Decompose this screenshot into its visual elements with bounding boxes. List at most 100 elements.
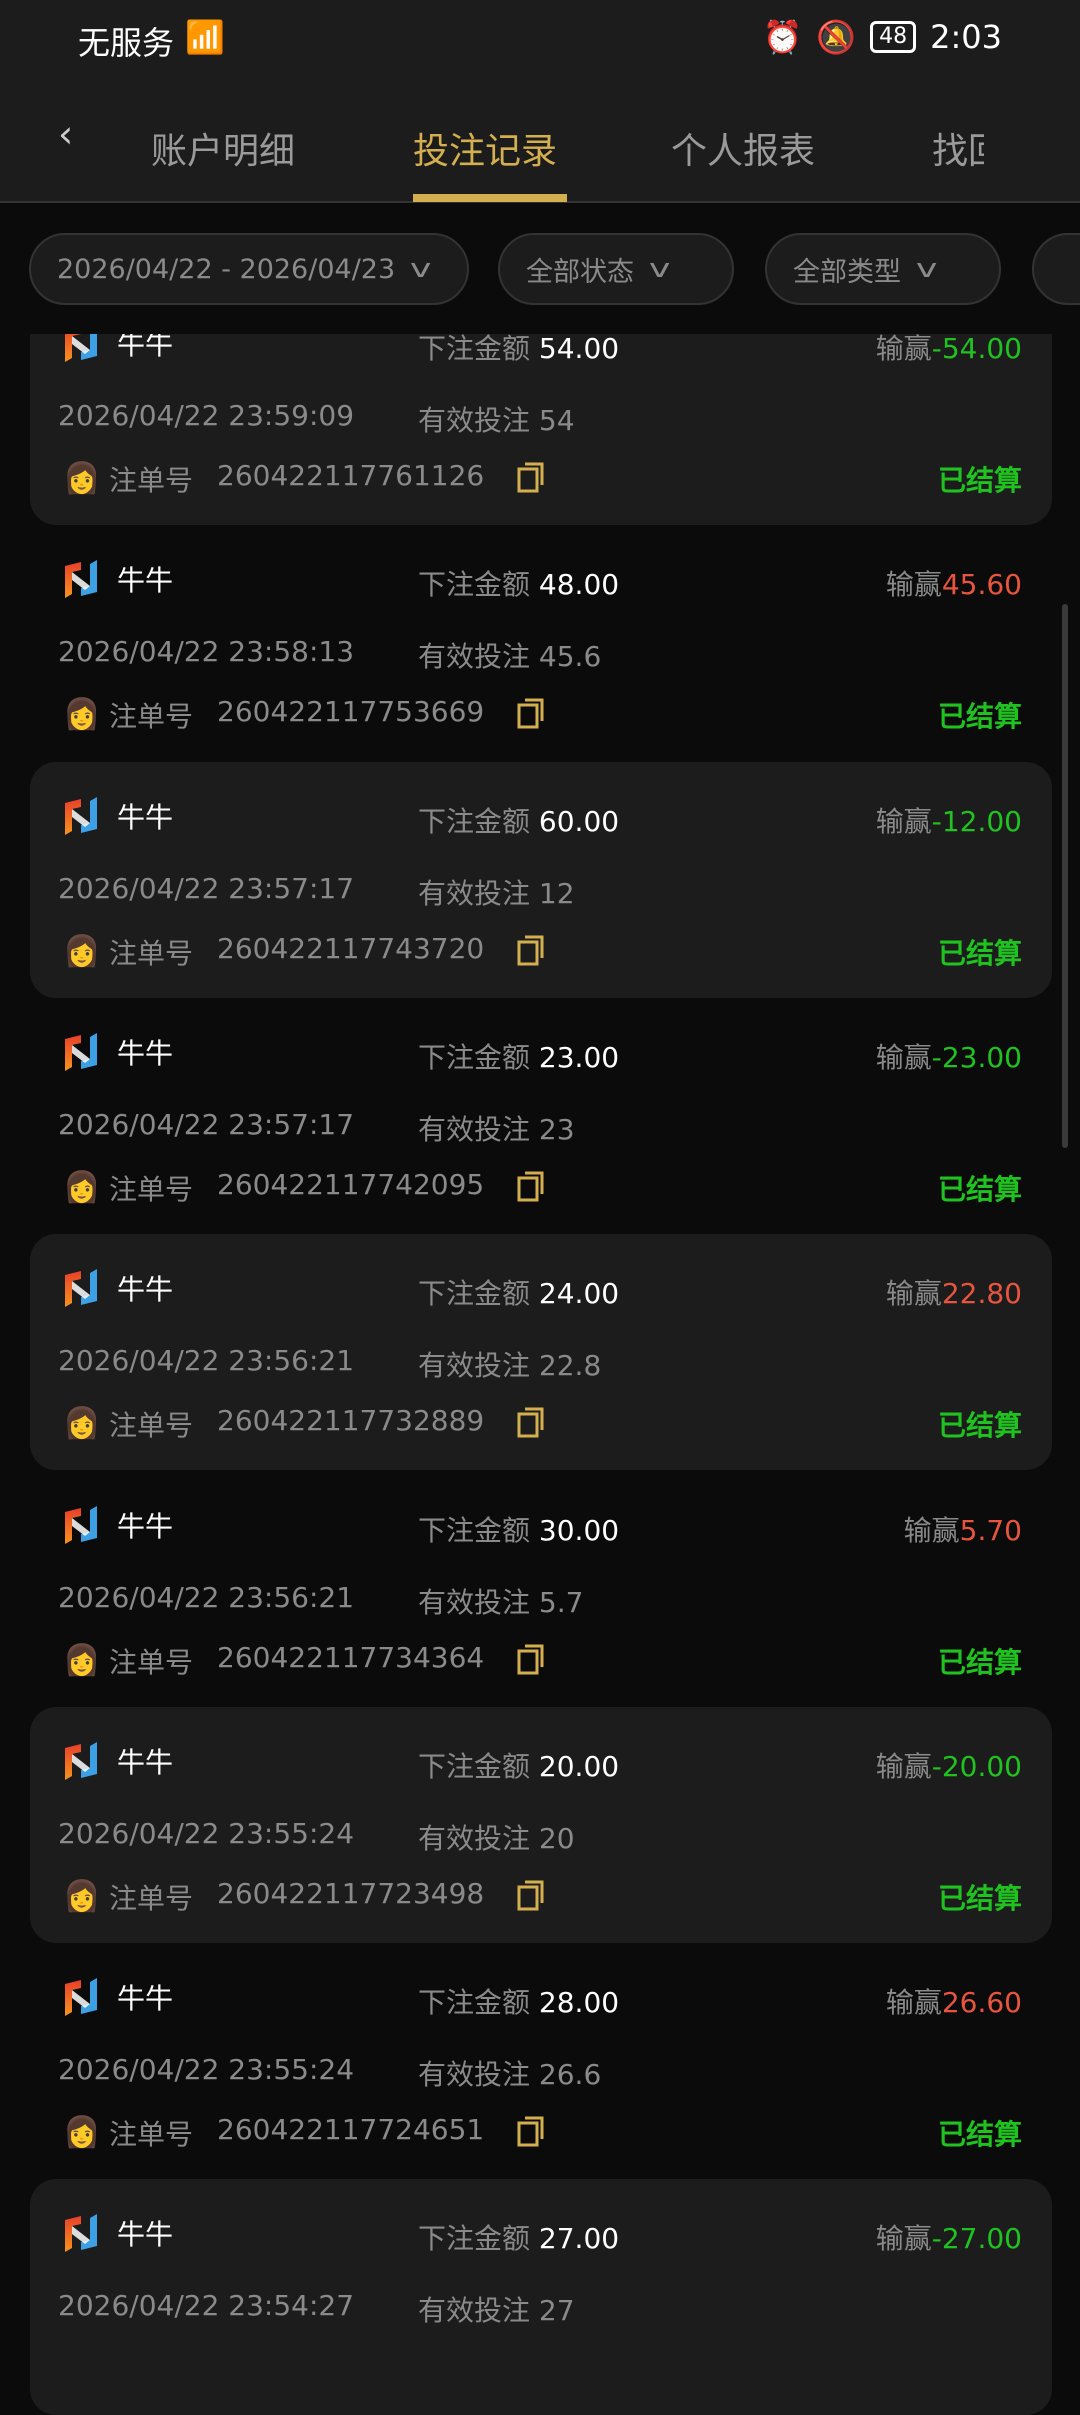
valid-bet-value: 23 bbox=[538, 1112, 575, 1146]
copy-icon[interactable] bbox=[517, 1406, 545, 1438]
bet-record-card[interactable]: 牛牛 下注金额 23.00 输赢-23.00 2026/04/22 23:57:… bbox=[30, 998, 1052, 1234]
win-loss-label: 输赢 bbox=[903, 1513, 960, 1547]
bet-time: 2026/04/22 23:56:21 bbox=[58, 1580, 355, 1614]
bet-time: 2026/04/22 23:58:13 bbox=[58, 635, 355, 669]
order-no-label: 注单号 bbox=[109, 2118, 194, 2152]
bet-amount-label: 下注金额 bbox=[418, 2222, 531, 2256]
game-name: 牛牛 bbox=[117, 800, 174, 834]
tab-personal-report[interactable]: 个人报表 bbox=[671, 131, 816, 172]
win-loss: 输赢22.80 bbox=[886, 1272, 1022, 1312]
type-filter[interactable]: 全部类型 v bbox=[765, 233, 1001, 305]
copy-icon[interactable] bbox=[517, 461, 545, 493]
order-no-label: 注单号 bbox=[109, 1881, 194, 1915]
valid-bet: 有效投注 45.6 bbox=[418, 635, 601, 675]
status-badge: 已结算 bbox=[937, 464, 1022, 497]
chevron-down-icon: v bbox=[410, 254, 432, 284]
bet-record-card[interactable]: 牛牛 下注金额 60.00 输赢-12.00 2026/04/22 23:57:… bbox=[30, 761, 1052, 998]
tab-account-details[interactable]: 账户明细 bbox=[151, 131, 296, 172]
game-logo-icon bbox=[63, 1504, 99, 1546]
scrollbar[interactable] bbox=[1062, 604, 1068, 1148]
bet-amount-label: 下注金额 bbox=[418, 332, 531, 365]
copy-icon[interactable] bbox=[517, 1879, 545, 1911]
status-badge: 已结算 bbox=[937, 1172, 1022, 1206]
bet-record-card[interactable]: 牛牛 下注金额 54.00 输赢-54.00 2026/04/22 23:59:… bbox=[30, 289, 1052, 525]
date-range-filter[interactable]: 2026/04/22 - 2026/04/23 v bbox=[29, 233, 469, 305]
chevron-down-icon: v bbox=[648, 254, 671, 284]
tab-bet-records[interactable]: 投注记录 bbox=[413, 131, 558, 172]
win-loss-value: -12.00 bbox=[931, 804, 1022, 838]
bet-amount-value: 27.00 bbox=[538, 2222, 620, 2256]
bet-amount-label: 下注金额 bbox=[418, 1277, 531, 1311]
game-name: 牛牛 bbox=[117, 1036, 174, 1070]
dealer-avatar-icon: 👩 bbox=[63, 461, 101, 496]
bet-amount: 下注金额 54.00 bbox=[418, 327, 619, 367]
copy-icon[interactable] bbox=[517, 2115, 545, 2147]
status-bar: 无服务 📶 ⏰ 🔕 48 2:03 bbox=[0, 14, 1080, 64]
bet-amount: 下注金额 30.00 bbox=[418, 1509, 619, 1549]
type-filter-value: 全部类型 bbox=[793, 256, 901, 288]
valid-bet: 有效投注 54 bbox=[418, 399, 575, 439]
wifi-icon: 📶 bbox=[185, 18, 225, 56]
bet-amount: 下注金额 23.00 bbox=[418, 1036, 619, 1076]
valid-bet-label: 有效投注 bbox=[418, 1349, 531, 1383]
win-loss-value: 5.70 bbox=[959, 1513, 1022, 1547]
order-no-value: 260422117761126 bbox=[217, 459, 485, 492]
win-loss: 输赢-23.00 bbox=[876, 1036, 1022, 1076]
order-no-value: 260422117734364 bbox=[217, 1640, 485, 1674]
valid-bet-label: 有效投注 bbox=[418, 640, 531, 674]
game-name: 牛牛 bbox=[117, 1509, 174, 1543]
bet-amount-value: 28.00 bbox=[538, 1986, 620, 2020]
tab-recover[interactable]: 找回 bbox=[932, 131, 984, 172]
carrier-text: 无服务 bbox=[78, 24, 175, 62]
win-loss-label: 输赢 bbox=[875, 2222, 932, 2256]
win-loss-label: 输赢 bbox=[885, 1277, 942, 1311]
game-name: 牛牛 bbox=[117, 1273, 174, 1307]
game-logo-icon bbox=[63, 1267, 99, 1309]
bet-record-card[interactable]: 牛牛 下注金额 48.00 输赢45.60 2026/04/22 23:58:1… bbox=[30, 525, 1052, 761]
valid-bet: 有效投注 5.7 bbox=[418, 1581, 583, 1621]
game-name: 牛牛 bbox=[117, 1982, 174, 2016]
dealer-avatar-icon: 👩 bbox=[63, 1169, 101, 1205]
valid-bet-value: 22.8 bbox=[538, 1349, 602, 1383]
filter-bar: 2026/04/22 - 2026/04/23 v 全部状态 v 全部类型 v bbox=[0, 205, 1080, 334]
copy-icon[interactable] bbox=[517, 697, 545, 729]
valid-bet-value: 26.6 bbox=[538, 2058, 602, 2092]
status-badge: 已结算 bbox=[937, 936, 1022, 970]
order-no-label: 注单号 bbox=[109, 700, 194, 734]
status-filter[interactable]: 全部状态 v bbox=[498, 233, 734, 305]
valid-bet-value: 27 bbox=[538, 2294, 575, 2328]
copy-icon[interactable] bbox=[517, 934, 545, 966]
bet-record-card[interactable]: 牛牛 下注金额 27.00 输赢-27.00 2026/04/22 23:54:… bbox=[30, 2179, 1052, 2415]
valid-bet-label: 有效投注 bbox=[418, 2058, 531, 2092]
bet-amount-label: 下注金额 bbox=[418, 1749, 531, 1783]
game-name: 牛牛 bbox=[117, 2218, 174, 2252]
order-no-value: 260422117742095 bbox=[217, 1167, 485, 1201]
bet-record-card[interactable]: 牛牛 下注金额 24.00 输赢22.80 2026/04/22 23:56:2… bbox=[30, 1234, 1052, 1471]
win-loss: 输赢-27.00 bbox=[876, 2217, 1022, 2257]
bet-record-card[interactable]: 牛牛 下注金额 28.00 输赢26.60 2026/04/22 23:55:2… bbox=[30, 1943, 1052, 2179]
dealer-avatar-icon: 👩 bbox=[63, 1406, 101, 1442]
active-tab-indicator bbox=[413, 194, 567, 202]
copy-icon[interactable] bbox=[517, 1643, 545, 1675]
more-filter[interactable] bbox=[1032, 233, 1080, 305]
status-badge: 已结算 bbox=[937, 1645, 1022, 1679]
valid-bet: 有效投注 26.6 bbox=[418, 2053, 601, 2093]
valid-bet-label: 有效投注 bbox=[418, 404, 531, 437]
back-button[interactable]: ‹ bbox=[58, 112, 74, 156]
win-loss-value: -27.00 bbox=[931, 2222, 1022, 2256]
bet-amount-label: 下注金额 bbox=[418, 1040, 531, 1074]
bet-amount: 下注金额 24.00 bbox=[418, 1272, 619, 1312]
valid-bet-value: 12 bbox=[538, 876, 575, 910]
win-loss: 输赢26.60 bbox=[886, 1981, 1022, 2021]
game-logo-icon bbox=[63, 795, 99, 837]
bet-record-card[interactable]: 牛牛 下注金额 30.00 输赢5.70 2026/04/22 23:56:21… bbox=[30, 1471, 1052, 1707]
game-name: 牛牛 bbox=[117, 1745, 174, 1779]
copy-icon[interactable] bbox=[517, 1170, 545, 1202]
game-logo-icon bbox=[63, 1976, 99, 2018]
order-no-value: 260422117732889 bbox=[217, 1404, 485, 1438]
dealer-avatar-icon: 👩 bbox=[63, 697, 101, 733]
status-badge: 已结算 bbox=[937, 700, 1022, 734]
bet-record-card[interactable]: 牛牛 下注金额 20.00 输赢-20.00 2026/04/22 23:55:… bbox=[30, 1706, 1052, 1943]
bet-amount-label: 下注金额 bbox=[418, 804, 531, 838]
bet-time: 2026/04/22 23:59:09 bbox=[58, 399, 355, 432]
